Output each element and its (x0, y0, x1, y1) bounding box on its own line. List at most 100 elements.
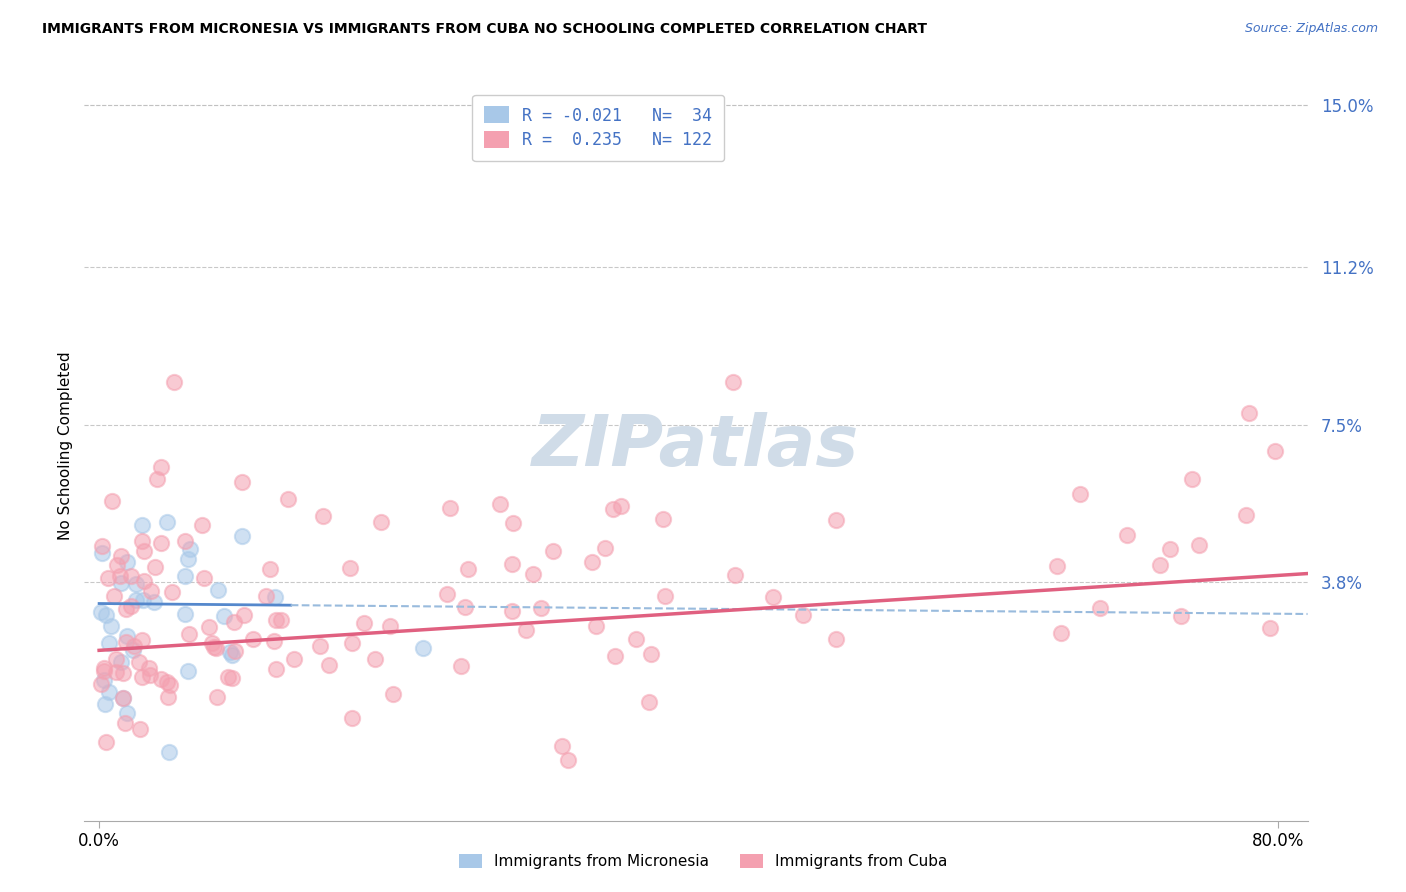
Point (202, 640, 225, 654)
Point (122, 639, 145, 653)
Point (412, 641, 434, 656)
Point (489, 497, 512, 511)
Point (593, 541, 616, 556)
Point (108, 568, 131, 582)
Point (191, 518, 214, 533)
Point (193, 571, 215, 585)
Point (156, 515, 179, 529)
Point (501, 557, 523, 571)
Point (139, 667, 162, 681)
Point (90, 539, 112, 553)
Point (436, 587, 458, 601)
Point (522, 566, 544, 581)
Point (163, 375, 186, 389)
Point (132, 544, 155, 558)
Point (131, 518, 153, 533)
Y-axis label: No Schooling Completed: No Schooling Completed (58, 351, 73, 541)
Point (222, 615, 245, 629)
Point (1090, 601, 1112, 615)
Point (1264, 443, 1286, 458)
Point (145, 560, 167, 574)
Point (263, 633, 285, 648)
Point (159, 745, 181, 759)
Point (454, 599, 477, 614)
Point (340, 636, 363, 650)
Point (370, 515, 392, 529)
Point (131, 633, 153, 648)
Point (142, 595, 165, 609)
Point (762, 591, 785, 605)
Point (626, 632, 648, 646)
Point (174, 569, 197, 583)
Point (581, 555, 603, 569)
Point (221, 671, 243, 685)
Point (115, 602, 138, 616)
Point (543, 544, 565, 558)
Point (112, 665, 135, 680)
Point (318, 658, 340, 673)
Point (100, 619, 122, 633)
Point (501, 604, 523, 618)
Point (105, 652, 128, 666)
Point (557, 753, 579, 767)
Point (654, 589, 676, 603)
Point (1069, 487, 1091, 501)
Point (339, 561, 361, 575)
Point (103, 590, 125, 604)
Point (159, 678, 181, 692)
Point (450, 658, 472, 673)
Point (270, 613, 292, 627)
Legend: R = -0.021   N=  34, R =  0.235   N= 122: R = -0.021 N= 34, R = 0.235 N= 122 (472, 95, 724, 161)
Point (110, 549, 132, 564)
Point (97, 636, 120, 650)
Point (110, 576, 132, 591)
Point (122, 643, 145, 657)
Text: Source: ZipAtlas.com: Source: ZipAtlas.com (1244, 22, 1378, 36)
Point (1258, 621, 1281, 635)
Point (93, 665, 115, 679)
Point (640, 647, 662, 661)
Point (825, 632, 848, 647)
Point (205, 690, 228, 704)
Point (792, 607, 814, 622)
Point (1181, 472, 1204, 486)
Point (551, 739, 574, 753)
Point (309, 639, 332, 653)
Point (1159, 542, 1181, 557)
Point (201, 636, 224, 650)
Point (259, 562, 281, 576)
Point (117, 629, 139, 643)
Point (131, 670, 153, 684)
Point (177, 552, 200, 566)
Point (353, 615, 375, 630)
Point (530, 601, 553, 615)
Point (93, 673, 115, 688)
Point (264, 613, 287, 627)
Point (610, 500, 633, 514)
Point (124, 577, 146, 591)
Point (515, 624, 537, 638)
Point (217, 670, 239, 684)
Point (120, 569, 142, 583)
Point (174, 607, 197, 621)
Point (115, 706, 138, 720)
Point (162, 584, 184, 599)
Point (174, 533, 197, 548)
Point (340, 711, 363, 725)
Point (101, 494, 124, 508)
Point (96, 607, 118, 622)
Point (603, 648, 626, 663)
Point (138, 661, 160, 675)
Point (125, 593, 148, 607)
Point (112, 690, 135, 705)
Point (204, 640, 226, 655)
Point (115, 635, 138, 649)
Point (219, 644, 242, 658)
Point (131, 533, 153, 548)
Point (721, 375, 744, 389)
Point (114, 715, 136, 730)
Point (585, 618, 607, 632)
Text: ZIPatlas: ZIPatlas (533, 411, 859, 481)
Point (128, 656, 150, 670)
Point (97, 571, 120, 585)
